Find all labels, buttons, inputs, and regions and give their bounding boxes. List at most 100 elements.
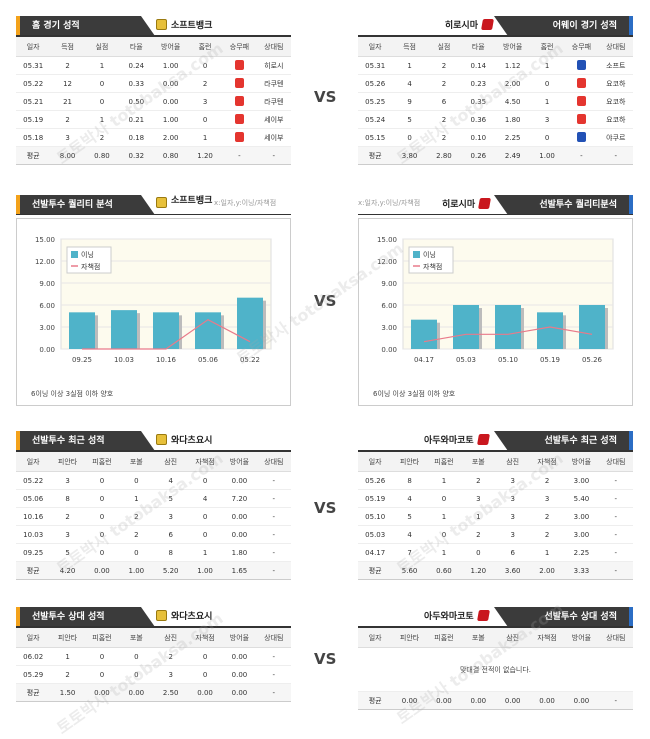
- table-cell: -: [256, 561, 291, 580]
- x-tick-label: 10.16: [156, 356, 177, 364]
- table-cell: 05.06: [16, 489, 51, 508]
- recent-right-title: 선발투수 최근 성적: [494, 431, 633, 451]
- table-cell: 3.80: [392, 146, 427, 165]
- table-cell: 1: [529, 92, 565, 111]
- table-row: 05.31 2 1 0.24 1.00 0 히로시: [16, 56, 291, 75]
- softbank-logo-icon: [156, 610, 167, 621]
- table-cell: 4: [187, 489, 223, 508]
- table-cell: 2: [187, 74, 223, 93]
- table-cell: 0.00: [426, 691, 462, 710]
- table-row: 05.26 8 1 2 3 2 3.00-: [358, 471, 633, 490]
- table-cell: 1.80: [495, 110, 530, 129]
- table-cell: 1.00: [529, 146, 565, 165]
- legend-label-earned-runs: 자책점: [423, 262, 442, 271]
- table-cell: 3: [153, 507, 188, 526]
- table-cell: 0.18: [119, 128, 154, 147]
- table-cell: 요코하: [598, 110, 633, 129]
- column-header: 홈런: [187, 36, 223, 57]
- table-cell: 1.00: [153, 56, 188, 75]
- column-header: 자책점: [529, 627, 565, 648]
- quality-right-title: 선발투수 퀄리티분석: [494, 195, 633, 215]
- table-cell: 0.24: [119, 56, 154, 75]
- table-row: 10.03 3 0 2 6 0 0.00-: [16, 525, 291, 544]
- legend-label-innings: 이닝: [423, 250, 436, 259]
- table-row: 05.15 0 2 0.10 2.25 0 야쿠르: [358, 128, 633, 147]
- table-cell: 1: [426, 471, 462, 490]
- table-cell: 0.00: [119, 683, 154, 702]
- versus-right-header: 아두와마코토 선발투수 상대 성적: [358, 607, 633, 627]
- column-header: 방어율: [564, 627, 599, 648]
- table-cell: 4.20: [50, 561, 85, 580]
- x-tick-label: 05.19: [540, 356, 560, 364]
- table-cell: 0.50: [119, 92, 154, 111]
- table-cell: 0: [426, 489, 462, 508]
- earned-runs-line: [82, 318, 251, 350]
- table-cell: 05.19: [16, 110, 51, 129]
- recent-right-header: 아두와마코토 선발투수 최근 성적: [358, 431, 633, 451]
- result-cell: [222, 56, 257, 75]
- table-cell: 2: [426, 110, 462, 129]
- table-cell: 0.00: [222, 507, 257, 526]
- loss-badge-icon: [234, 131, 244, 142]
- recent-left-title: 선발투수 최근 성적: [16, 431, 155, 451]
- table-cell: 4.50: [495, 92, 530, 111]
- table-cell: 히로시: [256, 56, 291, 75]
- table-row: 05.31 1 2 0.14 1.12 1 소프트: [358, 56, 633, 75]
- table-cell: -: [256, 647, 291, 666]
- x-tick-label: 05.22: [240, 356, 260, 364]
- table-row: 05.03 4 0 2 3 2 3.00-: [358, 525, 633, 544]
- loss-badge-icon: [234, 113, 244, 124]
- table-cell: -: [256, 525, 291, 544]
- result-cell: [222, 92, 257, 111]
- vs-label: VS: [314, 499, 337, 517]
- table-cell: 0: [84, 665, 120, 684]
- table-cell: 3: [153, 665, 188, 684]
- y-tick-label: 6.00: [39, 302, 55, 310]
- table-cell: 요코하: [598, 74, 633, 93]
- table-cell: 5: [392, 507, 427, 526]
- table-cell: 05.26: [358, 74, 393, 93]
- legend-label-earned-runs: 자책점: [81, 262, 100, 271]
- table-cell: 1: [392, 56, 427, 75]
- table-row: 05.26 4 2 0.23 2.00 0 요코하: [358, 74, 633, 93]
- table-cell: 0: [187, 507, 223, 526]
- table-cell: 3: [495, 507, 530, 526]
- y-tick-label: 12.00: [377, 258, 397, 266]
- table-cell: 1: [119, 489, 154, 508]
- table-cell: 세이부: [256, 110, 291, 129]
- column-header: 상대팀: [598, 451, 633, 472]
- table-cell: 1.80: [222, 543, 257, 562]
- table-cell: 1: [426, 543, 462, 562]
- column-header: 승무패: [222, 36, 257, 57]
- average-row: 평균 0.00 0.00 0.00 0.00 0.00 0.00-: [358, 691, 633, 710]
- column-header: 피홈런: [84, 627, 120, 648]
- table-cell: 1: [461, 507, 496, 526]
- table-cell: 0.00: [84, 683, 120, 702]
- table-row: 05.21 21 0 0.50 0.00 3 라쿠텐: [16, 92, 291, 111]
- table-cell: 0.10: [461, 128, 496, 147]
- table-cell: 2.49: [495, 146, 530, 165]
- table-cell: 05.15: [358, 128, 393, 147]
- table-cell: 0: [187, 647, 223, 666]
- table-cell: 2: [119, 507, 154, 526]
- table-cell: 10.16: [16, 507, 51, 526]
- table-row: 05.24 5 2 0.36 1.80 3 요코하: [358, 110, 633, 129]
- quality-left-note: 6이닝 이상 3실점 이하 양호: [31, 390, 114, 398]
- table-cell: 0.14: [461, 56, 496, 75]
- table-cell: -: [598, 489, 633, 508]
- table-cell: 2.00: [495, 74, 530, 93]
- table-cell: 0.00: [564, 691, 599, 710]
- table-cell: 0: [392, 128, 427, 147]
- table-cell: 2: [50, 665, 85, 684]
- hiroshima-logo-icon: [476, 434, 490, 445]
- column-header: 일자: [16, 451, 51, 472]
- average-row: 평균 1.50 0.00 0.00 2.50 0.00 0.00-: [16, 683, 291, 702]
- column-header: 타율: [119, 36, 154, 57]
- table-cell: 0.32: [119, 146, 154, 165]
- table-cell: 0: [119, 543, 154, 562]
- table-cell: -: [598, 525, 633, 544]
- table-cell: 04.17: [358, 543, 393, 562]
- recent-left-table: 일자 피안타 피홈런 포볼 삼진 자책점 방어율 상대팀 05.22 3 0 0 4 0 0.00-05.0…: [16, 451, 291, 580]
- home-record-title: 홈 경기 성적: [16, 16, 155, 36]
